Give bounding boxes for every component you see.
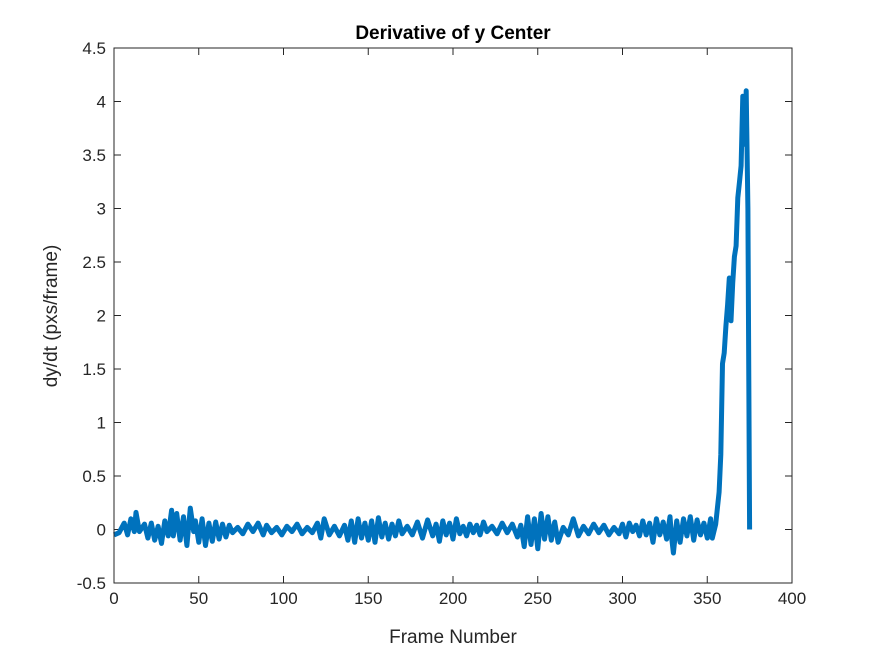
y-tick-label: 0 <box>97 521 106 540</box>
y-tick-label: 2 <box>97 307 106 326</box>
series-layer <box>113 88 753 556</box>
x-tick-label: 100 <box>269 589 297 608</box>
y-tick-label: 4.5 <box>82 39 106 58</box>
x-tick-label: 200 <box>439 589 467 608</box>
y-tick-label: 3 <box>97 200 106 219</box>
y-tick-label: 2.5 <box>82 253 106 272</box>
x-tick-label: 150 <box>354 589 382 608</box>
x-tick-label: 400 <box>778 589 806 608</box>
y-tick-label: 4 <box>97 93 106 112</box>
x-tick-label: 350 <box>693 589 721 608</box>
x-tick-label: 300 <box>608 589 636 608</box>
x-tick-label: 50 <box>189 589 208 608</box>
x-tick-labels: 0 50 100 150 200 250 300 350 400 <box>109 589 806 608</box>
y-tick-labels: -0.5 0 0.5 1 1.5 2 2.5 3 3.5 4 4.5 <box>77 39 106 593</box>
chart-title: Derivative of y Center <box>355 23 551 44</box>
plot-area <box>114 48 792 583</box>
plot-frame <box>113 47 793 584</box>
x-axis-title: Frame Number <box>389 627 517 648</box>
series-line <box>113 88 753 556</box>
y-tick-label: -0.5 <box>77 574 106 593</box>
x-tick-label: 0 <box>109 589 118 608</box>
y-tick-label: 1.5 <box>82 360 106 379</box>
x-tick-label: 250 <box>524 589 552 608</box>
y-tick-label: 3.5 <box>82 146 106 165</box>
y-tick-label: 0.5 <box>82 467 106 486</box>
y-axis-title: dy/dt (pxs/frame) <box>41 245 62 388</box>
y-tick-label: 1 <box>97 414 106 433</box>
